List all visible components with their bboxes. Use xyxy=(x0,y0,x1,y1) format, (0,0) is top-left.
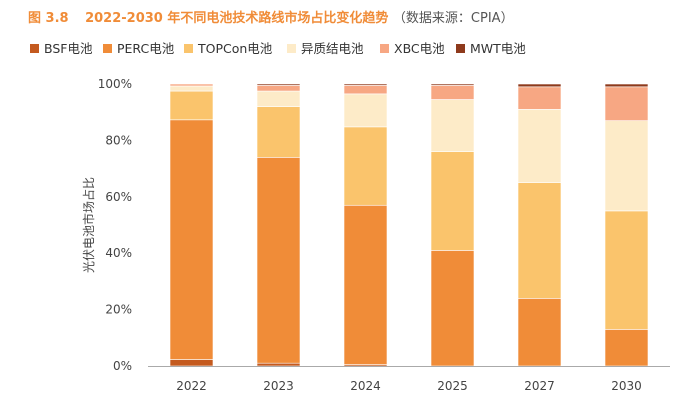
bar-segment xyxy=(604,210,649,330)
legend-label: 异质结电池 xyxy=(301,41,364,56)
legend-item: MWT电池 xyxy=(456,41,526,56)
x-tick-label: 2030 xyxy=(611,379,642,393)
y-tick-label: 20% xyxy=(105,303,132,317)
bar-stack xyxy=(517,83,562,367)
bar-segment xyxy=(604,86,649,121)
x-tick-label: 2025 xyxy=(437,379,468,393)
bar-segment xyxy=(517,83,562,88)
title-prefix: 图 3.8 xyxy=(28,11,69,26)
legend: BSF电池 PERC电池 TOPCon电池 异质结电池 XBC电池 MWT电池 xyxy=(30,41,526,56)
bar-segment xyxy=(256,83,301,86)
bar-segment xyxy=(343,83,388,86)
y-tick-label: 0% xyxy=(113,359,132,373)
bar-segment xyxy=(604,120,649,212)
svg-text:图 3.8 2022-2030 年不同电池技术路: 图 3.8 2022-2030 年不同电池技术路线市场占比变化趋势 （数据来源：… xyxy=(28,10,514,26)
y-axis-label: 光伏电池市场占比 xyxy=(81,177,96,273)
legend-item: 异质结电池 xyxy=(287,41,364,56)
x-tick-label: 2024 xyxy=(350,379,381,393)
chart-title: 图 3.8 2022-2030 年不同电池技术路线市场占比变化趋势 （数据来源：… xyxy=(28,10,514,26)
bar-segment xyxy=(169,359,214,367)
bar-segment xyxy=(169,83,214,87)
bar-segment xyxy=(256,106,301,158)
legend-swatch xyxy=(456,44,465,53)
legend-label: MWT电池 xyxy=(470,41,526,56)
bar-segment xyxy=(517,86,562,110)
y-axis-ticks: 0% 20% 40% 60% 80% 100% xyxy=(98,77,132,373)
bar-stack xyxy=(343,83,388,367)
legend-item: XBC电池 xyxy=(380,41,445,56)
legend-swatch xyxy=(380,44,389,53)
legend-label: XBC电池 xyxy=(394,41,445,56)
bar-stack xyxy=(604,83,649,367)
bar-segment xyxy=(256,85,301,92)
y-tick-label: 100% xyxy=(98,77,132,91)
bar-segment xyxy=(430,250,475,367)
title-source: （数据来源：CPIA） xyxy=(393,11,514,26)
bar-segment xyxy=(604,83,649,88)
bar-segment xyxy=(430,85,475,100)
bar-segment xyxy=(256,362,301,367)
bar-segment xyxy=(343,93,388,128)
bar-segment xyxy=(256,90,301,107)
legend-swatch xyxy=(287,44,296,53)
bar-stack xyxy=(169,83,214,367)
bar-segment xyxy=(256,157,301,364)
bar-stack xyxy=(430,83,475,367)
legend-item: TOPCon电池 xyxy=(184,41,273,56)
bar-segment xyxy=(343,126,388,206)
bar-segment xyxy=(343,204,388,365)
y-tick-label: 80% xyxy=(105,133,132,147)
x-tick-label: 2027 xyxy=(524,379,555,393)
bar-segment xyxy=(430,151,475,251)
legend-item: PERC电池 xyxy=(103,41,175,56)
x-axis-ticks: 2022 2023 2024 2025 2027 2030 xyxy=(176,379,642,393)
legend-label: TOPCon电池 xyxy=(197,41,273,56)
title-main: 2022-2030 年不同电池技术路线市场占比变化趋势 xyxy=(85,10,388,26)
bars xyxy=(169,83,649,367)
bar-stack xyxy=(256,83,301,367)
bar-segment xyxy=(169,85,214,92)
bar-segment xyxy=(343,85,388,95)
bar-segment xyxy=(517,182,562,299)
y-tick-label: 60% xyxy=(105,190,132,204)
bar-segment xyxy=(430,99,475,152)
y-tick-label: 40% xyxy=(105,246,132,260)
x-tick-label: 2023 xyxy=(263,379,294,393)
legend-swatch xyxy=(30,44,39,53)
x-tick-label: 2022 xyxy=(176,379,207,393)
legend-swatch xyxy=(103,44,112,53)
bar-segment xyxy=(604,329,649,367)
bar-segment xyxy=(517,109,562,183)
bar-segment xyxy=(517,298,562,367)
legend-label: BSF电池 xyxy=(44,41,93,56)
bar-segment xyxy=(430,83,475,86)
bar-segment xyxy=(169,90,214,121)
legend-label: PERC电池 xyxy=(117,41,175,56)
legend-item: BSF电池 xyxy=(30,41,93,56)
bar-segment xyxy=(169,119,214,360)
legend-swatch xyxy=(184,44,193,53)
